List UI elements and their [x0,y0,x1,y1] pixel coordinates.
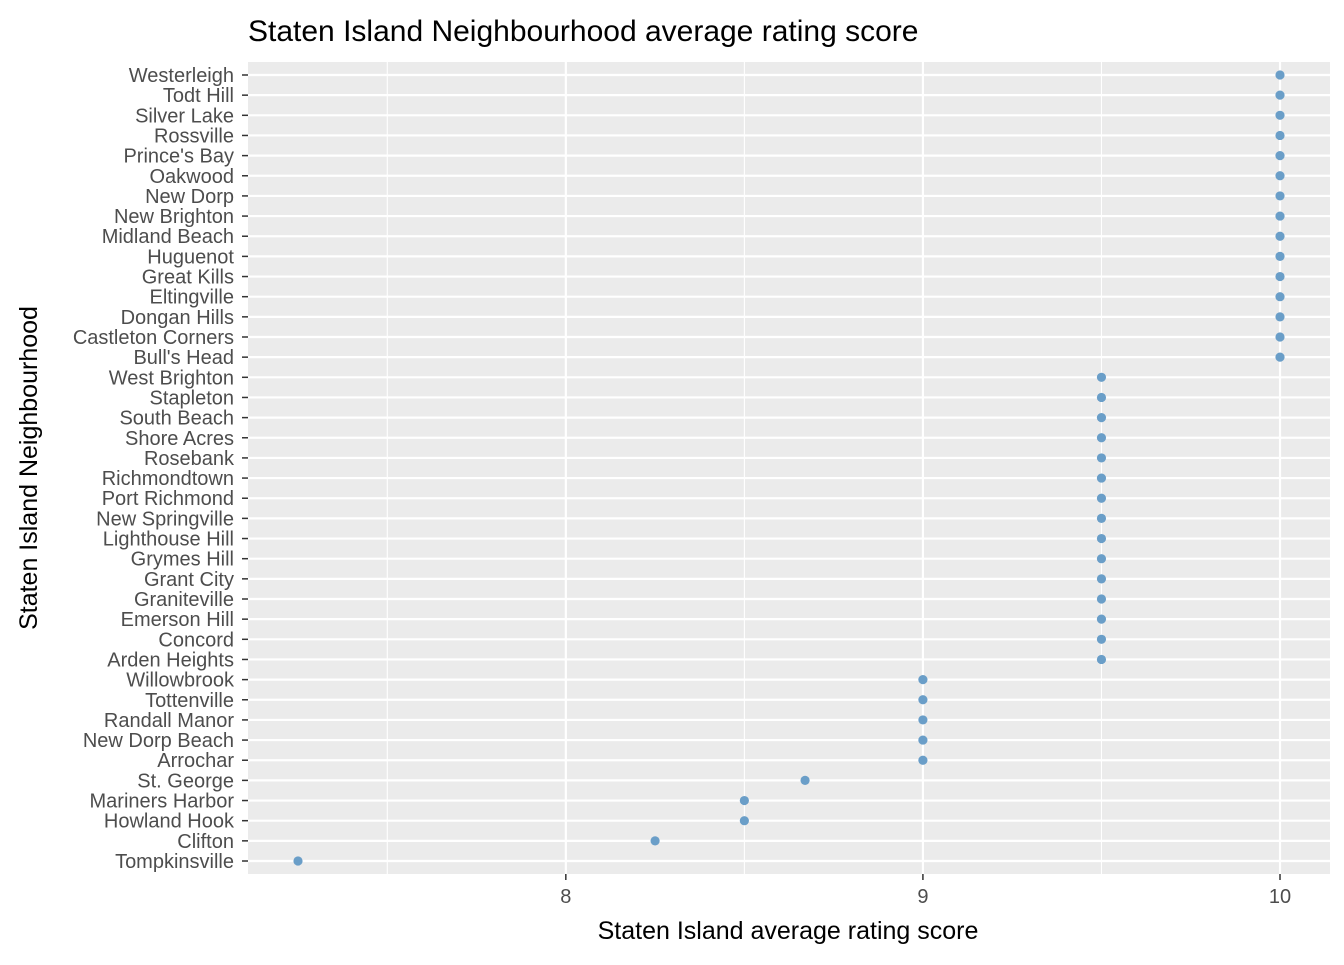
y-tick-label: Eltingville [150,287,234,309]
y-tick-label: Howland Hook [104,811,235,833]
y-tick-label: Rossville [154,125,234,147]
data-point [1096,433,1107,443]
y-tick-label: Tompkinsville [115,851,234,873]
data-points [293,70,1285,866]
plot-panel [248,62,1330,874]
data-point [1275,352,1285,362]
data-point [739,816,749,826]
data-point [1096,392,1107,403]
y-tick-label: St. George [137,770,234,792]
data-point [918,695,928,705]
y-tick-label: Todt Hill [163,85,234,107]
data-point [1275,90,1285,100]
data-point [1096,453,1107,463]
y-tick-label: Richmondtown [102,468,234,490]
y-tick-label: Dongan Hills [121,307,234,329]
y-tick-label: Shore Acres [125,428,234,450]
data-point [1096,574,1107,584]
data-point [1275,292,1285,302]
x-axis: 8 9 10 [560,874,1291,908]
y-tick-label: West Brighton [109,367,234,389]
data-point [739,795,749,806]
y-tick-label: Stapleton [149,387,234,409]
y-tick-label: Castleton Corners [73,327,234,349]
y-tick-label: Silver Lake [135,105,234,127]
data-point [1096,513,1107,523]
x-axis-title: Staten Island average rating score [598,917,979,945]
y-tick-label: Randall Manor [104,710,234,732]
data-point [1096,413,1107,423]
y-tick-label: New Springville [96,508,234,530]
y-tick-label: Arden Heights [107,649,234,671]
data-point [1096,594,1107,604]
y-tick-label: Grant City [144,569,234,591]
y-axis-title: Staten Island Neighbourhood [15,306,43,630]
y-tick-label: Westerleigh [129,65,234,87]
y-tick-label: Prince's Bay [123,146,234,168]
data-point [918,755,928,765]
data-point [1096,634,1107,644]
data-point [1096,533,1107,544]
y-tick-label: Willowbrook [126,670,235,692]
data-point [1096,473,1107,483]
y-tick-label: Huguenot [147,246,234,268]
data-point [1275,110,1285,120]
data-point [918,715,928,725]
data-point [1275,332,1285,342]
x-tick-label: 9 [917,886,928,908]
data-point [650,836,660,846]
x-tick-label: 8 [560,886,571,908]
y-tick-label: New Brighton [114,206,234,228]
data-point [918,735,928,745]
y-tick-label: South Beach [119,408,234,430]
data-point [1275,312,1285,322]
y-tick-label: Great Kills [142,267,234,289]
data-point [1275,271,1285,282]
y-tick-label: Tottenville [145,690,234,712]
data-point [1275,191,1285,201]
y-tick-label: Concord [158,629,234,651]
data-point [293,856,303,866]
data-point [1275,171,1285,181]
y-tick-label: Grymes Hill [131,549,234,571]
y-tick-label: Port Richmond [102,488,234,510]
y-tick-label: Bull's Head [133,347,234,369]
y-tick-label: Lighthouse Hill [103,529,234,551]
chart-title: Staten Island Neighbourhood average rati… [248,15,918,48]
data-point [1096,372,1107,382]
data-point [1096,554,1107,564]
data-point [1096,654,1107,665]
data-point [1275,231,1285,241]
y-tick-label: Oakwood [150,166,235,188]
y-tick-label: Graniteville [134,589,234,611]
data-point [1275,251,1285,261]
data-point [800,775,810,785]
data-point [1096,493,1107,503]
data-point [1275,70,1285,80]
data-point [1275,151,1285,161]
y-tick-label: Mariners Harbor [90,791,235,813]
data-point [1275,211,1285,221]
data-point [1096,614,1107,624]
y-tick-label: Midland Beach [102,226,234,248]
y-tick-label: New Dorp Beach [83,730,234,752]
x-tick-label: 10 [1269,886,1291,908]
data-point [1275,130,1285,141]
y-tick-label: Emerson Hill [121,609,234,631]
y-tick-label: Clifton [177,831,234,853]
y-tick-label: New Dorp [145,186,234,208]
y-tick-label: Rosebank [144,448,235,470]
y-tick-label: Arrochar [157,750,234,772]
data-point [918,675,928,685]
